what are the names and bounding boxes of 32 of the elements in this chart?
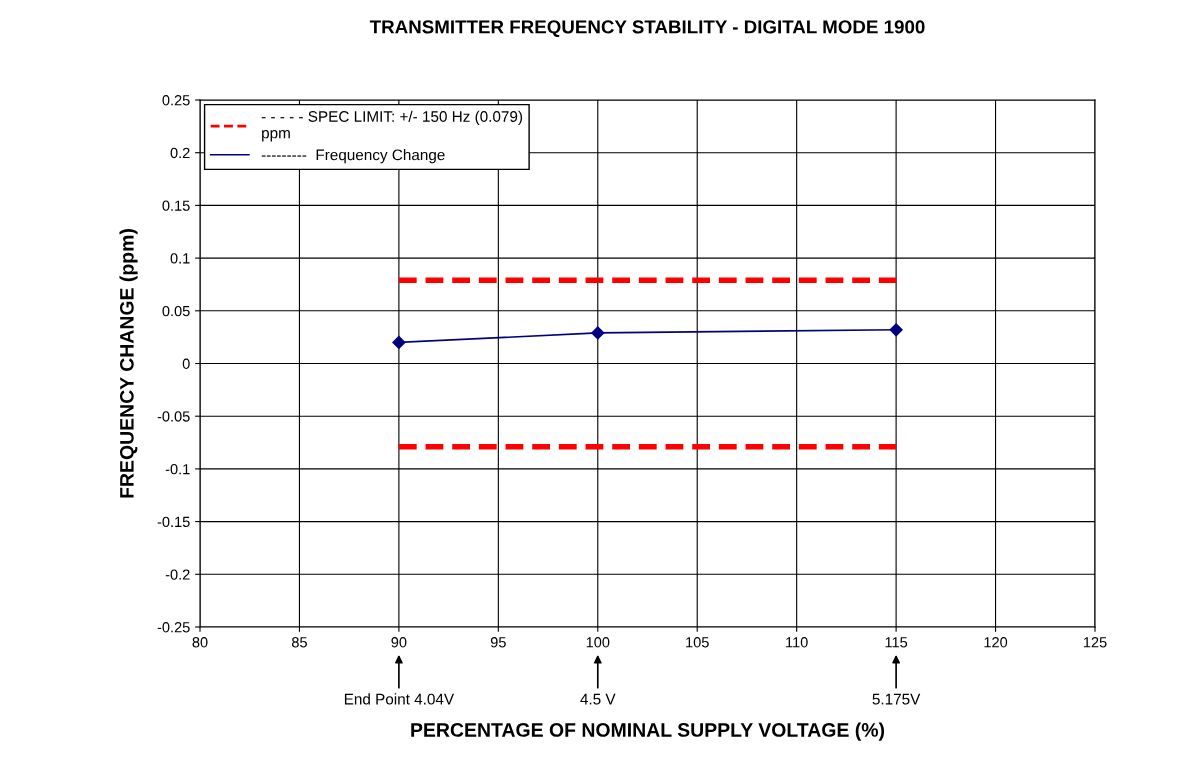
text: 4.5 V — [580, 693, 616, 705]
x-tick-label: 95 — [490, 637, 506, 648]
x-tick-label: 125 — [1083, 637, 1107, 648]
y-tick-label: 0.05 — [162, 305, 190, 317]
point — [392, 335, 406, 350]
y-tick-label: 0 — [182, 358, 190, 369]
x-tick-label: 90 — [391, 637, 407, 648]
y-tick-label: -0.1 — [165, 464, 190, 475]
point — [591, 326, 605, 340]
y-axis-title: FREQUENCY CHANGE (ppm) — [119, 229, 138, 498]
x-tick-label: 120 — [984, 637, 1008, 648]
x-tick-label: 85 — [291, 637, 307, 648]
chart-title: TRANSMITTER FREQUENCY STABILITY - DIGITAL MODE 1900 — [369, 20, 925, 38]
x-axis-title: PERCENTAGE OF NOMINAL SUPPLY VOLTAGE (%) — [411, 722, 885, 741]
x-tick-label: 115 — [885, 637, 908, 648]
y-tick-label: 0.25 — [162, 95, 190, 106]
y-tick-label: 0.1 — [170, 253, 190, 264]
x-tick-label: 110 — [786, 637, 808, 648]
y-tick-label: -0.15 — [157, 516, 190, 528]
x-tick-label: 100 — [586, 637, 610, 648]
text: 5.175V — [872, 693, 921, 705]
text: End Point 4.04V — [344, 693, 455, 705]
y-tick-label: -0.25 — [157, 622, 190, 633]
legend-label: --------- Frequency Change — [261, 149, 445, 164]
point — [889, 323, 903, 337]
x-tick-label: 80 — [192, 637, 208, 648]
y-tick-label: 0.15 — [162, 200, 190, 211]
y-tick-label: -0.2 — [165, 569, 190, 580]
y-tick-label: -0.05 — [157, 411, 190, 422]
x-tick-label: 105 — [686, 637, 709, 648]
y-tick-label: 0.2 — [170, 147, 190, 159]
legend-label: - - - - - SPEC LIMIT: +/- 150 Hz (0.079) ppm — [261, 110, 523, 142]
